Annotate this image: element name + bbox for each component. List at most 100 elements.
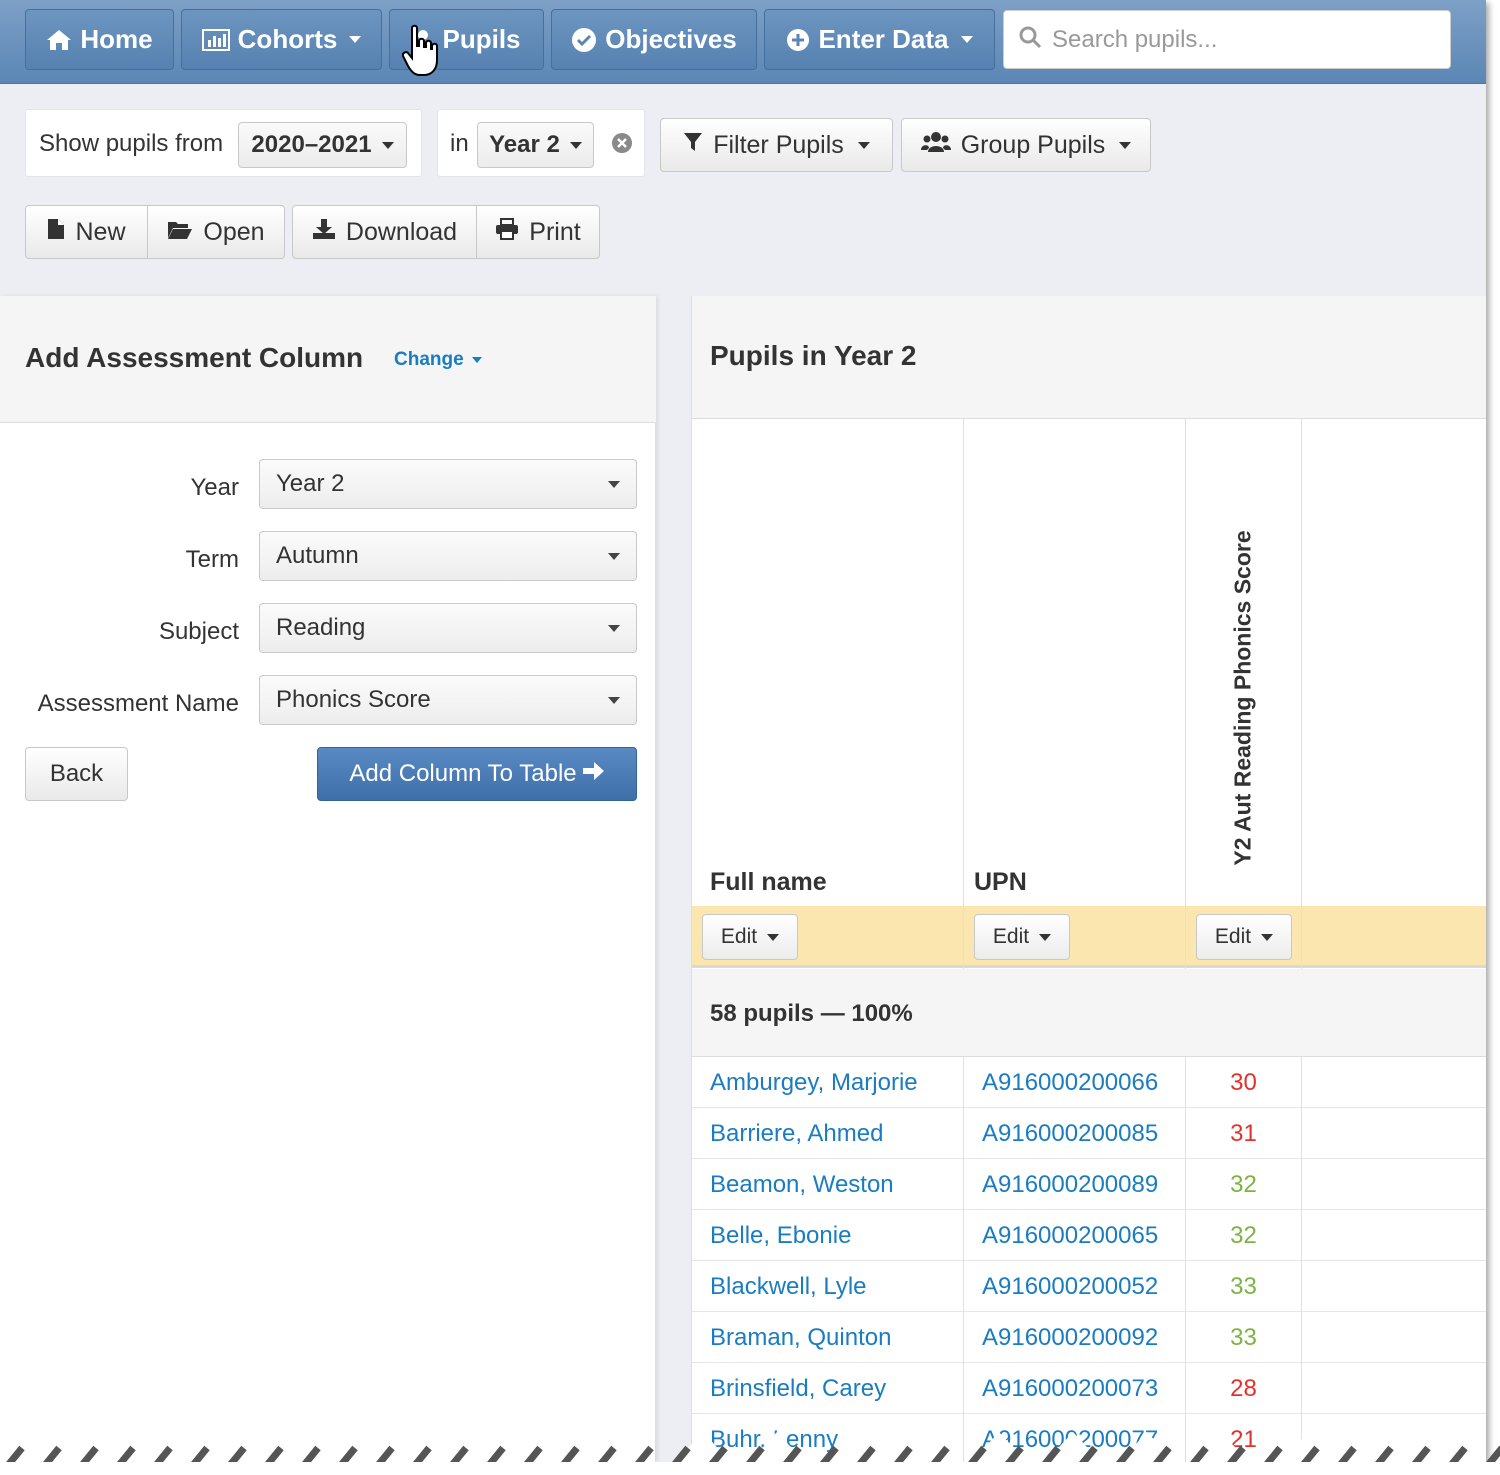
back-button[interactable]: Back — [25, 747, 128, 801]
download-icon — [312, 218, 336, 247]
year-range-value: 2020–2021 — [251, 131, 372, 158]
group-pupils-button[interactable]: Group Pupils — [901, 118, 1151, 172]
search-input[interactable] — [1052, 25, 1432, 54]
column-divider — [1185, 1210, 1186, 1261]
chevron-down-icon — [767, 933, 780, 941]
column-divider — [1185, 1108, 1186, 1159]
new-button[interactable]: New — [25, 205, 148, 259]
column-divider — [963, 1057, 964, 1108]
download-button[interactable]: Download — [292, 205, 477, 259]
pupil-name-link[interactable]: Blackwell, Lyle — [710, 1273, 867, 1300]
column-header-full-name[interactable]: Full name — [710, 868, 827, 896]
column-divider — [1185, 906, 1186, 968]
nav-enter-data-button[interactable]: Enter Data — [764, 9, 995, 70]
add-column-label: Add Column To Table — [349, 760, 577, 787]
phonics-score-value: 33 — [1230, 1273, 1257, 1300]
column-divider — [1301, 1363, 1302, 1414]
column-divider — [963, 1261, 964, 1312]
torn-edge-shadow — [0, 1445, 1500, 1475]
users-icon — [920, 130, 951, 161]
column-divider — [963, 1312, 964, 1363]
search-box[interactable] — [1003, 10, 1451, 69]
column-divider — [1185, 1414, 1186, 1462]
add-column-button[interactable]: Add Column To Table — [317, 747, 637, 801]
open-button[interactable]: Open — [148, 205, 285, 259]
pupil-name-link[interactable]: Belle, Ebonie — [710, 1222, 852, 1249]
year-range-dropdown[interactable]: 2020–2021 — [238, 122, 407, 168]
column-divider — [1301, 1414, 1302, 1462]
column-divider — [963, 1159, 964, 1210]
table-row: Brinsfield, Carey A916000200073 28 — [692, 1363, 1486, 1414]
pupil-upn-link[interactable]: A916000200092 — [982, 1324, 1159, 1351]
phonics-score-value: 33 — [1230, 1324, 1257, 1351]
clear-filter-icon[interactable] — [611, 132, 633, 159]
phonics-score-value: 32 — [1230, 1171, 1257, 1198]
column-divider — [1301, 1210, 1302, 1261]
year-group-dropdown[interactable]: Year 2 — [477, 122, 594, 168]
column-divider — [963, 906, 964, 968]
plus-circle-icon — [786, 28, 810, 52]
pupil-name-link[interactable]: Barriere, Ahmed — [710, 1120, 884, 1147]
change-link[interactable]: Change — [394, 349, 482, 371]
pupil-upn-link[interactable]: A916000200073 — [982, 1375, 1159, 1402]
edit-upn-column-button[interactable]: Edit — [974, 914, 1070, 960]
term-select-value: Autumn — [276, 542, 359, 569]
edit-name-column-button[interactable]: Edit — [702, 914, 798, 960]
column-divider — [1301, 1261, 1302, 1312]
check-circle-icon — [571, 27, 597, 53]
year-group-value: Year 2 — [489, 131, 560, 158]
pupil-upn-link[interactable]: A916000200085 — [982, 1120, 1159, 1147]
table-row: Beamon, Weston A916000200089 32 — [692, 1159, 1486, 1210]
print-button[interactable]: Print — [477, 205, 600, 259]
table-title: Pupils in Year 2 — [710, 340, 917, 371]
assessment-name-field-label: Assessment Name — [37, 690, 239, 717]
show-pupils-label: Show pupils from — [39, 130, 224, 157]
folder-open-icon — [167, 218, 193, 247]
nav-home-button[interactable]: Home — [25, 9, 174, 70]
pupil-upn-link[interactable]: A916000200065 — [982, 1222, 1159, 1249]
chevron-down-icon — [381, 141, 394, 149]
pupil-name-link[interactable]: Amburgey, Marjorie — [710, 1069, 918, 1096]
assessment-name-select-value: Phonics Score — [276, 686, 431, 713]
nav-cohorts-button[interactable]: Cohorts — [181, 9, 382, 70]
subject-select[interactable]: Reading — [259, 603, 637, 653]
edit-label: Edit — [992, 925, 1030, 948]
year-range-filter: Show pupils from 2020–2021 — [25, 109, 422, 177]
pupil-name-link[interactable]: Brinsfield, Carey — [710, 1375, 887, 1402]
column-divider — [963, 1210, 964, 1261]
nav-objectives-button[interactable]: Objectives — [551, 9, 757, 70]
pupil-upn-link[interactable]: A916000200089 — [982, 1171, 1159, 1198]
pupil-upn-link[interactable]: A916000200052 — [982, 1273, 1159, 1300]
edit-label: Edit — [720, 925, 758, 948]
column-header-upn[interactable]: UPN — [974, 868, 1027, 896]
term-select[interactable]: Autumn — [259, 531, 637, 581]
panel-header: Add Assessment Column Change — [0, 296, 656, 423]
column-divider — [963, 1108, 964, 1159]
column-divider — [1301, 1159, 1302, 1210]
chevron-down-icon — [1039, 933, 1052, 941]
download-label: Download — [345, 217, 458, 246]
chevron-down-icon — [857, 141, 870, 149]
chevron-down-icon — [608, 481, 620, 488]
filter-pupils-button[interactable]: Filter Pupils — [660, 118, 893, 172]
column-divider — [1185, 1159, 1186, 1210]
edit-row: Edit Edit Edit — [692, 906, 1486, 968]
pupil-name-link[interactable]: Braman, Quinton — [710, 1324, 892, 1351]
pupil-upn-link[interactable]: A916000200066 — [982, 1069, 1159, 1096]
assessment-name-select[interactable]: Phonics Score — [259, 675, 637, 725]
phonics-score-value: 32 — [1230, 1222, 1257, 1249]
subject-select-value: Reading — [276, 614, 366, 641]
arrow-right-icon — [581, 760, 605, 789]
filter-icon — [683, 131, 703, 160]
home-icon — [46, 28, 72, 52]
edit-score-column-button[interactable]: Edit — [1196, 914, 1292, 960]
column-divider — [1301, 1057, 1302, 1108]
chevron-down-icon — [608, 553, 620, 560]
column-divider — [1185, 1312, 1186, 1363]
column-header-phonics-score[interactable]: Y2 Aut Reading Phonics Score — [1229, 530, 1256, 866]
nav-pupils-label: Pupils — [442, 24, 521, 54]
group-pupils-label: Group Pupils — [960, 130, 1106, 159]
year-select[interactable]: Year 2 — [259, 459, 637, 509]
pupil-name-link[interactable]: Beamon, Weston — [710, 1171, 894, 1198]
